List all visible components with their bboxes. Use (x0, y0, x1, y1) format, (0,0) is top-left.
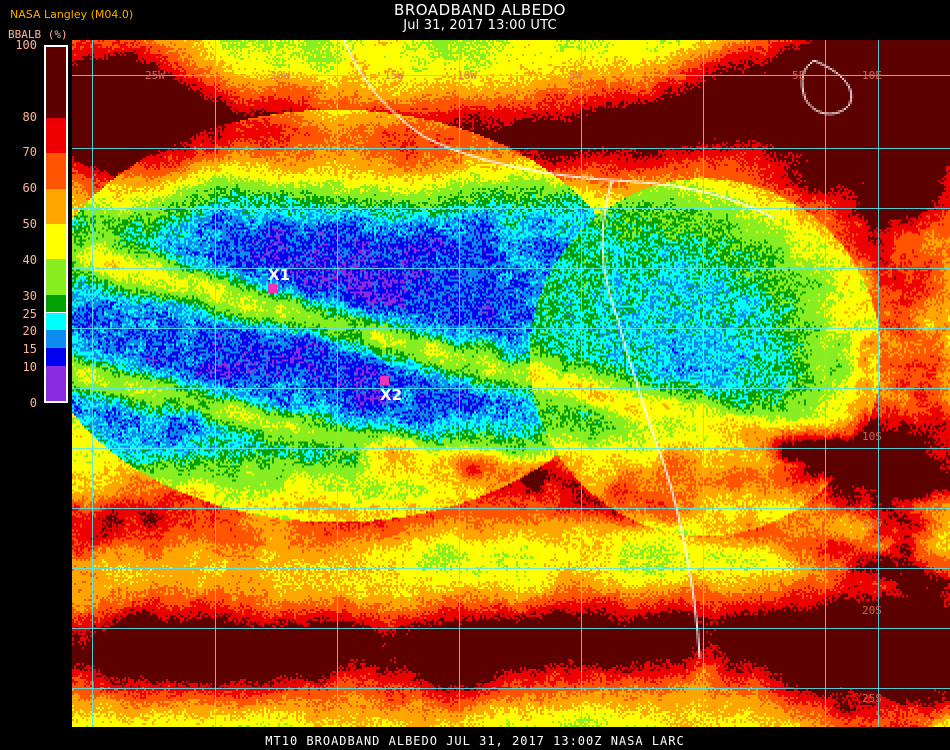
colorbar-tick: 40 (22, 252, 37, 267)
colorbar-tick-labels: 100 80 70 60 50 40 30 25 20 15 10 0 (0, 39, 40, 409)
page-title: BROADBAND ALBEDO (394, 1, 566, 19)
colorbar-title: BBALB (%) (8, 28, 68, 41)
colorbar-band (46, 347, 66, 366)
colorbar-band (46, 294, 66, 313)
colorbar-tick: 30 (22, 288, 37, 303)
albedo-raster (72, 40, 950, 727)
colorbar-tick: 100 (15, 38, 37, 52)
colorbar-band (46, 224, 66, 260)
colorbar-tick: 80 (22, 109, 37, 124)
title-block: BROADBAND ALBEDO Jul 31, 2017 13:00 UTC (320, 1, 640, 34)
colorbar-band (46, 365, 66, 401)
colorbar-bands (46, 47, 66, 401)
colorbar (44, 45, 68, 403)
colorbar-tick: 20 (22, 324, 37, 339)
page-subtitle: Jul 31, 2017 13:00 UTC (403, 18, 557, 34)
colorbar-band (46, 312, 66, 331)
colorbar-band (46, 188, 66, 224)
colorbar-band (46, 259, 66, 295)
colorbar-band (46, 117, 66, 154)
colorbar-tick: 60 (22, 181, 37, 196)
colorbar-band (46, 330, 66, 348)
agency-tag: NASA Langley (M04.0) (10, 8, 134, 21)
colorbar-tick: 70 (22, 145, 37, 160)
colorbar-band (46, 153, 66, 189)
colorbar-tick: 0 (29, 396, 37, 410)
colorbar-tick: 15 (22, 342, 37, 357)
colorbar-tick: 10 (22, 360, 37, 375)
colorbar-tick: 50 (22, 217, 37, 231)
footer-caption: MT10 BROADBAND ALBEDO JUL 31, 2017 13:00… (265, 734, 685, 748)
colorbar-band (46, 47, 66, 118)
colorbar-tick: 25 (22, 306, 37, 321)
